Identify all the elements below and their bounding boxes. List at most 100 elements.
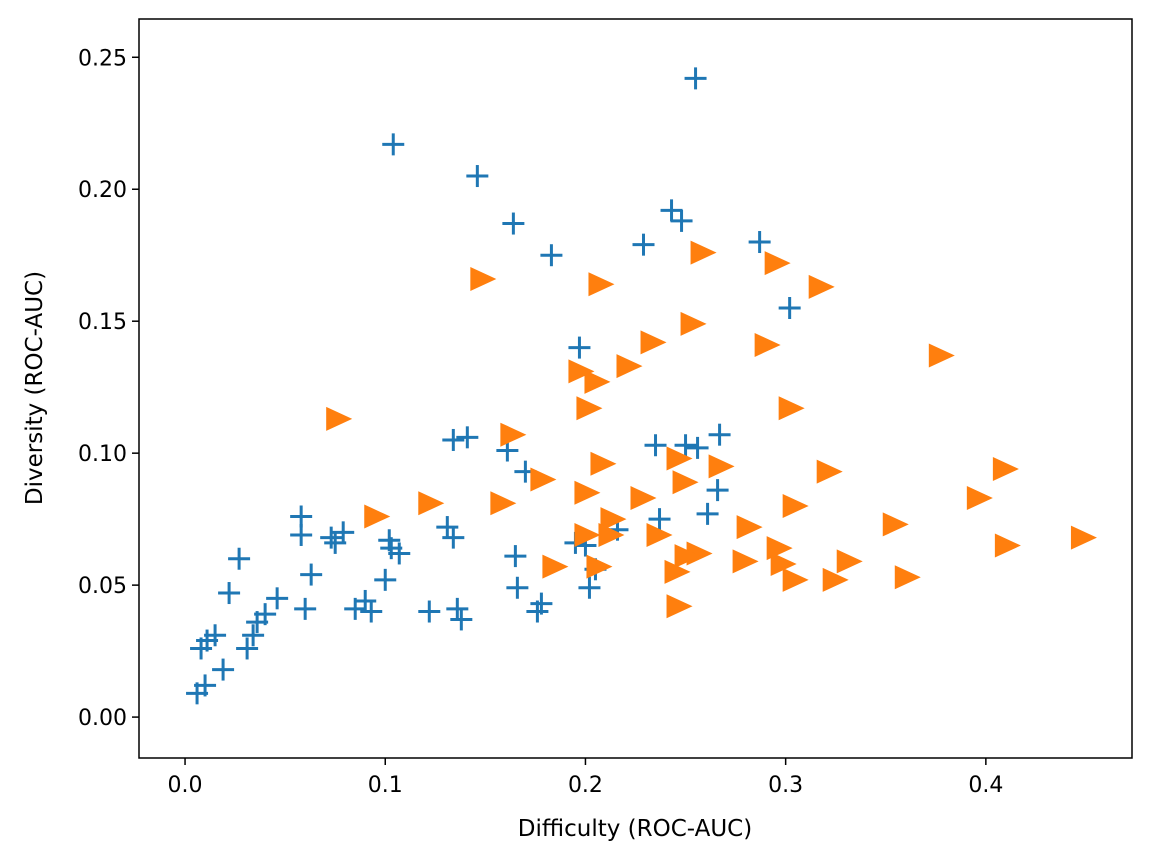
plus-marker-point	[648, 508, 671, 531]
triangle-marker-point	[882, 512, 909, 537]
x-tick-label: 0.4	[968, 773, 1003, 798]
plus-marker-point	[526, 600, 549, 623]
x-tick-label: 0.1	[368, 773, 403, 798]
y-axis-ticks: 0.00 0.05 0.10 0.15 0.20 0.25	[78, 46, 139, 731]
plus-marker-point	[446, 597, 469, 620]
triangle-marker-point	[640, 330, 667, 355]
triangle-marker-point	[500, 422, 527, 447]
triangle-marker-point	[1070, 525, 1097, 550]
x-axis-ticks: 0.0 0.1 0.2 0.3 0.4	[168, 758, 1003, 798]
triangle-marker-point	[764, 251, 791, 276]
triangle-marker-point	[808, 274, 835, 299]
triangle-marker-point	[630, 486, 657, 511]
plus-marker-point	[190, 637, 213, 660]
triangle-marker-point	[674, 544, 701, 569]
plus-marker-point	[294, 597, 317, 620]
plus-marker-point	[660, 199, 683, 222]
y-tick-label: 0.15	[78, 310, 127, 335]
plus-marker-point	[218, 582, 241, 605]
triangle-marker-point	[568, 359, 595, 384]
plot-frame	[138, 18, 1133, 759]
plus-marker-point	[708, 423, 731, 446]
triangle-marker-point	[574, 480, 601, 505]
plus-marker-point	[436, 516, 459, 539]
triangle-marker-point	[680, 311, 707, 336]
triangle-marker-point	[732, 549, 759, 574]
plot-area	[186, 67, 1097, 705]
plus-marker-point	[382, 133, 405, 156]
plus-marker-point	[748, 231, 771, 254]
y-tick-label: 0.20	[78, 178, 127, 203]
triangle-marker-point	[770, 552, 797, 577]
triangle-marker-point	[586, 554, 613, 579]
triangle-marker-point	[588, 272, 615, 297]
plus-marker-point	[578, 576, 601, 599]
x-axis-label: Difficulty (ROC-AUC)	[518, 816, 752, 842]
plus-marker-point	[644, 434, 667, 457]
triangle-marker-point	[754, 332, 781, 357]
plus-marker-point	[290, 523, 313, 546]
y-tick-label: 0.10	[78, 442, 127, 467]
triangle-marker-point	[664, 559, 691, 584]
plus-marker-point	[290, 505, 313, 528]
triangle-marker-point	[584, 369, 611, 394]
plus-marker-point	[360, 600, 383, 623]
plus-marker-point	[502, 212, 525, 235]
plus-marker-point	[456, 426, 479, 449]
triangle-marker-point	[894, 565, 921, 590]
x-tick-label: 0.2	[568, 773, 603, 798]
triangle-marker-point	[966, 486, 993, 511]
triangle-marker-point	[470, 266, 497, 291]
triangle-marker-point	[590, 451, 617, 476]
plus-marker-point	[324, 531, 347, 554]
plus-marker-point	[696, 502, 719, 525]
plus-marker-point	[504, 545, 527, 568]
triangle-marker-point	[530, 467, 557, 492]
plus-marker-point	[442, 526, 465, 549]
plus-marker-point	[466, 165, 489, 188]
triangle-marker-point	[708, 454, 735, 479]
plus-marker-point	[242, 624, 265, 647]
triangle-marker-point	[600, 507, 627, 532]
y-tick-label: 0.05	[78, 574, 127, 599]
plus-marker-point	[388, 542, 411, 565]
plus-marker-point	[568, 336, 591, 359]
triangle-marker-point	[782, 567, 809, 592]
plus-marker-point	[418, 600, 441, 623]
plus-marker-point	[506, 576, 529, 599]
triangle-marker-point	[326, 406, 353, 431]
triangle-marker-point	[736, 515, 763, 540]
plus-marker-point	[540, 244, 563, 267]
triangle-marker-point	[598, 522, 625, 547]
triangle-marker-point	[672, 470, 699, 495]
triangle-marker-point	[542, 554, 569, 579]
plus-marker-point	[674, 434, 697, 457]
plus-marker-point	[228, 547, 251, 570]
plus-marker-point	[778, 297, 801, 320]
triangle-marker-point	[690, 240, 717, 265]
triangle-marker-point	[782, 493, 809, 518]
triangle-marker-point	[778, 396, 805, 421]
triangle-marker-point	[836, 549, 863, 574]
triangle-marker-point	[616, 354, 643, 379]
plus-marker-point	[300, 563, 323, 586]
y-tick-label: 0.00	[78, 706, 127, 731]
triangle-marker-point	[646, 522, 673, 547]
plus-marker-point	[670, 209, 693, 232]
triangle-marker-point	[992, 456, 1019, 481]
triangle-marker-point	[666, 594, 693, 619]
plus-marker-point	[686, 436, 709, 459]
y-axis-label: Diversity (ROC-AUC)	[22, 271, 48, 505]
y-tick-label: 0.25	[78, 46, 127, 71]
plus-marker-point	[236, 637, 259, 660]
x-tick-label: 0.0	[168, 773, 203, 798]
plus-marker-point	[246, 611, 269, 634]
plus-marker-point	[442, 428, 465, 451]
plus-marker-point	[632, 233, 655, 256]
triangle-marker-point	[994, 533, 1021, 558]
plus-marker-point	[374, 568, 397, 591]
triangle-marker-point	[364, 504, 391, 529]
triangle-marker-point	[816, 459, 843, 484]
plus-marker-point	[706, 479, 729, 502]
